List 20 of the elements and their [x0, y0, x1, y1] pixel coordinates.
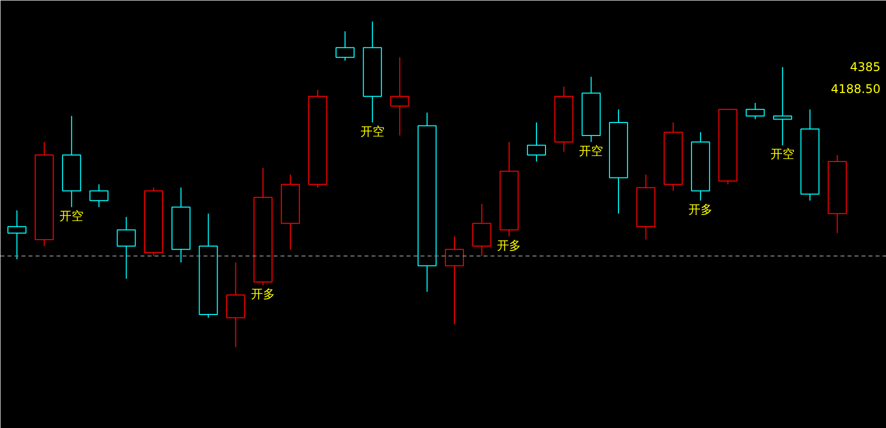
candlestick [116, 216, 136, 280]
text: 开空 [360, 124, 384, 138]
text: 开空 [770, 147, 795, 162]
annotation: 4385 [850, 60, 881, 74]
candlestick [226, 262, 246, 348]
candlestick [444, 236, 464, 325]
text: 开空 [579, 144, 604, 158]
candlestick [773, 66, 792, 146]
candlestick [526, 122, 546, 162]
candlestick [746, 102, 765, 120]
annotation: 4188.50 [830, 82, 880, 96]
candlestick [336, 30, 355, 62]
text: 开多 [497, 238, 522, 252]
text: 开多 [251, 287, 276, 302]
text: 开空 [60, 209, 84, 224]
candlestick [89, 184, 108, 208]
candlestick [472, 203, 492, 256]
candlestick [7, 210, 26, 260]
text: 开多 [688, 202, 713, 217]
candlestick [390, 56, 410, 136]
